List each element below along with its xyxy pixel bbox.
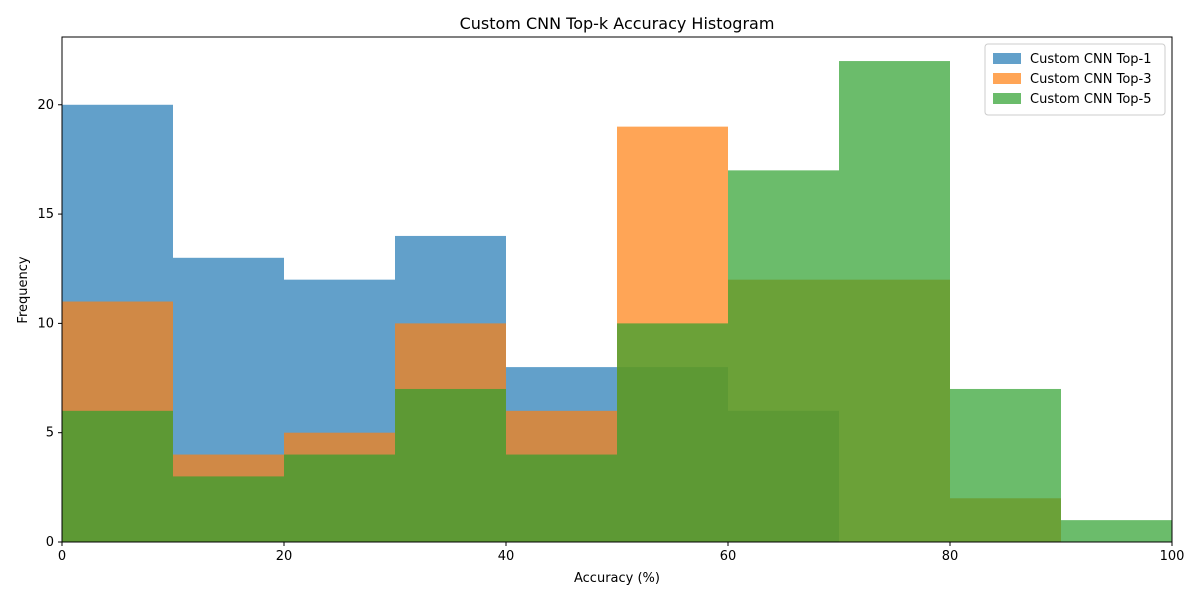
axes-group [61,36,1173,543]
bars-group [62,61,1172,543]
y-tick-label: 10 [37,316,54,331]
legend-entry-label: Custom CNN Top-3 [1030,72,1152,87]
x-tick-label: 0 [58,549,66,564]
bar-series-3-bin-9 [950,388,1061,542]
bar-series-3-bin-10 [1061,520,1172,542]
bar-series-3-bin-4 [395,388,506,542]
bar-series-3-bin-1 [62,410,173,542]
legend-swatch [993,73,1021,84]
y-tick-label: 0 [46,535,54,550]
x-tick-label: 60 [720,549,737,564]
bar-series-3-bin-5 [506,454,617,542]
plot-frame [61,36,1173,543]
bar-series-3-bin-2 [173,476,284,542]
legend-swatch [993,93,1021,104]
ticks-group: 0 20 40 60 80 100 0 5 10 15 20 [37,98,1184,564]
legend: Custom CNN Top-1 Custom CNN Top-3 Custom C… [984,43,1166,116]
legend-entry-label: Custom CNN Top-1 [1030,52,1152,67]
bar-series-3-bin-3 [284,454,395,542]
bar-series-3-bin-8 [839,61,950,543]
y-tick-label: 5 [46,426,54,441]
bar-series-3-bin-6 [617,323,728,542]
legend-swatch [993,53,1021,64]
y-tick-label: 15 [37,207,54,222]
legend-entry-label: Custom CNN Top-5 [1030,92,1152,107]
y-tick-label: 20 [37,98,54,113]
x-tick-label: 20 [276,549,293,564]
y-axis-label: Frequency [16,256,31,323]
legend-box [984,43,1166,116]
chart-title: Custom CNN Top-k Accuracy Histogram [460,14,775,33]
x-tick-label: 40 [498,549,515,564]
x-axis-label: Accuracy (%) [574,571,660,586]
x-tick-label: 80 [942,549,959,564]
bar-series-3-bin-7 [728,170,839,542]
x-tick-label: 100 [1160,549,1185,564]
